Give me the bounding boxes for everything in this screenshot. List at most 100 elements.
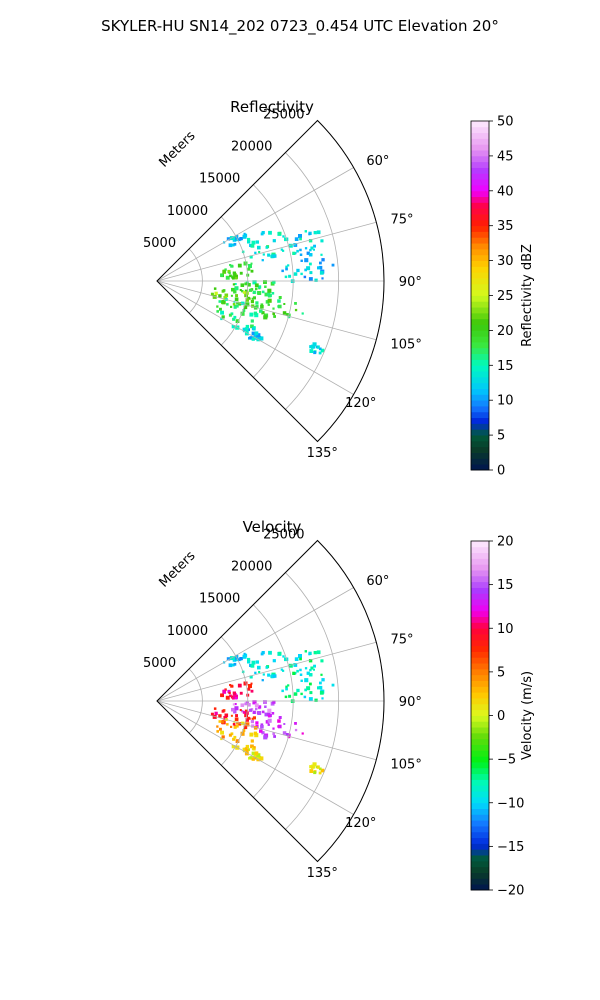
echo-cell (267, 288, 272, 293)
echo-cell (320, 239, 324, 243)
echo-cell (278, 724, 282, 729)
echo-cell (259, 729, 263, 733)
echo-cell (278, 716, 282, 719)
echo-cell (221, 300, 225, 304)
echo-cell (281, 689, 284, 693)
echo-cell (235, 659, 238, 662)
echo-cell (304, 268, 307, 272)
echo-cell (264, 292, 269, 297)
echo-cell (224, 293, 229, 298)
theta-tick-label: 135° (307, 446, 338, 461)
echo-cell (284, 275, 288, 279)
echo-cell (311, 766, 314, 769)
echo-cell (271, 674, 275, 679)
theta-tick-label: 105° (391, 758, 422, 773)
echo-cell (268, 230, 272, 235)
colorbar-segment (471, 324, 489, 331)
echo-cell (229, 684, 232, 687)
colorbar-tick-label: 45 (497, 149, 514, 164)
echo-cell (252, 700, 257, 705)
echo-cell (267, 673, 271, 677)
echo-cell (309, 691, 313, 695)
colorbar-segment (471, 132, 489, 139)
echo-cell (293, 272, 298, 276)
echo-cell (313, 231, 317, 235)
echo-cell (237, 658, 241, 662)
echo-cell (294, 237, 299, 241)
echo-cell (224, 268, 227, 271)
echo-cell (247, 237, 251, 242)
range-tick-label: 20000 (231, 560, 272, 575)
echo-cell (249, 255, 253, 259)
colorbar-segment (471, 423, 489, 430)
echo-cell (237, 263, 242, 268)
echo-cell (240, 731, 245, 736)
polar-grid (156, 120, 385, 442)
echo-cell (261, 710, 265, 714)
echo-cell (237, 238, 241, 242)
colorbar-tick-label: 40 (497, 184, 514, 199)
echo-cell (301, 312, 304, 315)
echo-cell (265, 666, 269, 669)
colorbar-segment (471, 634, 489, 641)
echo-cell (250, 689, 254, 693)
echo-cell (272, 307, 275, 310)
echo-cell (235, 239, 238, 242)
echo-cell (262, 673, 265, 676)
echo-cell (296, 249, 299, 253)
colorbar-segment (471, 657, 489, 664)
theta-tick-label: 120° (345, 816, 376, 831)
colorbar-segment (471, 365, 489, 372)
colorbar-segment (471, 628, 489, 635)
echo-region (216, 718, 259, 750)
echo-cell (249, 675, 253, 679)
echo-cell (245, 744, 250, 749)
echo-cell (320, 659, 324, 663)
echo-cell (223, 296, 228, 300)
echo-cell (293, 692, 298, 696)
colorbar-segment (471, 878, 489, 885)
echo-cell (296, 268, 300, 273)
echo-cell (235, 319, 240, 323)
colorbar-segment (471, 435, 489, 442)
colorbar-segment (471, 458, 489, 465)
echo-cell (252, 280, 257, 285)
echo-cell (317, 686, 321, 690)
echo-cell (261, 731, 265, 735)
echo-cell (218, 714, 222, 718)
echo-cell (244, 289, 249, 293)
echo-cell (267, 253, 271, 257)
echo-cell (304, 650, 307, 653)
echo-cell (230, 305, 233, 308)
echo-cell (282, 311, 287, 315)
echo-cell (214, 291, 218, 295)
colorbar-segment (471, 219, 489, 227)
velocity-panel: Velocity 60° 75° 90° 105° 120° 135° 5000 10000 1… (143, 518, 535, 899)
echo-cell (233, 315, 237, 319)
echo-cell (273, 735, 276, 738)
colorbar-segment (471, 283, 489, 291)
echo-cell (257, 711, 262, 715)
echo-cell (229, 694, 232, 698)
echo-cell (232, 658, 237, 662)
echo-cell (250, 739, 254, 743)
echo-cell (308, 659, 313, 663)
colorbar-segment (471, 779, 489, 786)
echo-cell (232, 317, 236, 321)
theta-tick-label: 105° (391, 338, 422, 353)
colorbar-segment (471, 289, 489, 296)
echo-cell (300, 272, 303, 276)
echo-cell (212, 714, 217, 719)
echo-cell (247, 240, 251, 244)
echo-cell (245, 328, 249, 332)
range-tick-label: 20000 (231, 140, 272, 155)
colorbar-segment (471, 429, 489, 436)
echo-cell (294, 302, 297, 305)
echo-cell (231, 745, 235, 749)
echo-cell (255, 301, 259, 305)
colorbar-segment (471, 318, 489, 325)
echo-cell (235, 237, 239, 241)
colorbar-tick-label: 0 (497, 464, 505, 479)
colorbar-tick-label: 25 (497, 289, 514, 304)
echo-cell (299, 673, 303, 676)
